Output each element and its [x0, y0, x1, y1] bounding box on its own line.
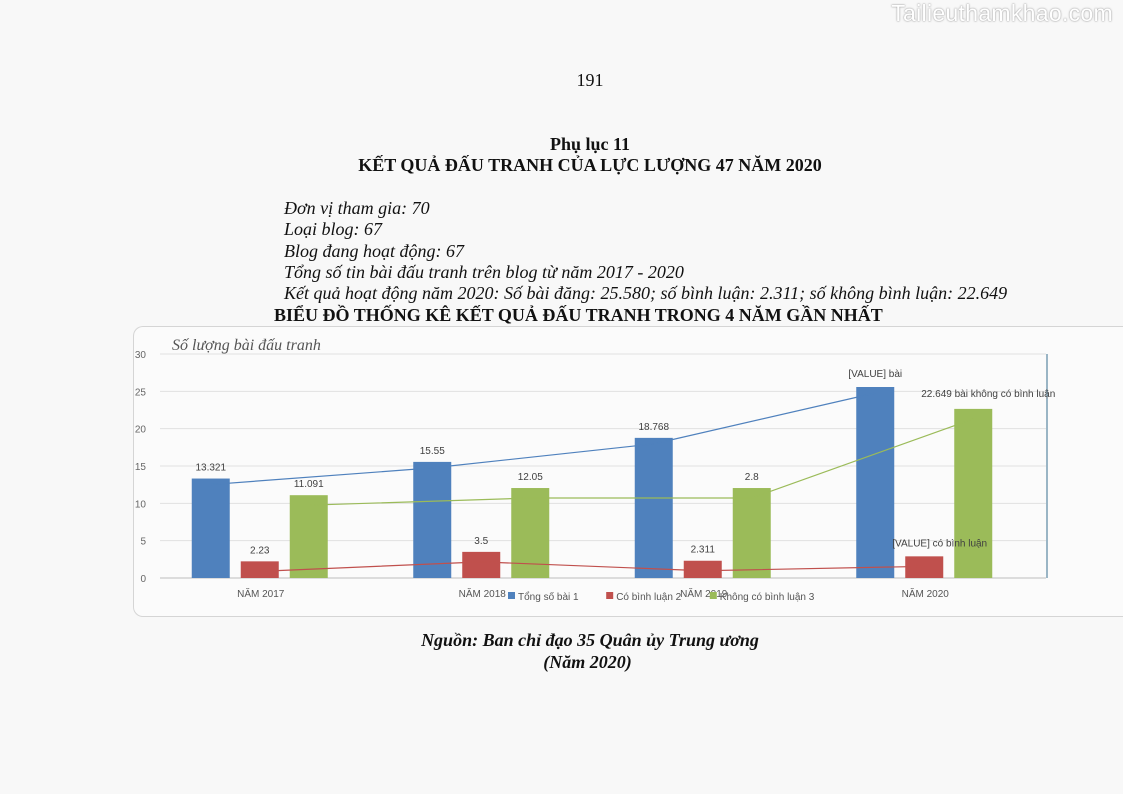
y-tick-label: 0 — [140, 574, 146, 585]
x-tick-label: NĂM 2020 — [902, 587, 950, 600]
bar — [462, 551, 501, 578]
bar-chart: Số lượng bài đấu tranh 0 5 10 15 20 25 30 NĂM 20… — [135, 337, 1055, 603]
data-label: [VALUE] bài — [848, 369, 902, 380]
data-label: 18.768 — [638, 422, 669, 433]
chart-heading: BIỂU ĐỒ THỐNG KÊ KẾT QUẢ ĐẤU TRANH TRONG… — [274, 305, 883, 325]
data-label: 11.091 — [294, 479, 324, 490]
y-tick-label: 5 — [140, 537, 146, 548]
bar — [732, 488, 771, 578]
watermark: Tailieuthamkhao.com — [891, 0, 1113, 26]
bar — [634, 437, 673, 578]
main-title: KẾT QUẢ ĐẤU TRANH CỦA LỰC LƯỢNG 47 NĂM 2… — [358, 155, 822, 175]
x-tick-label: NĂM 2018 — [459, 587, 507, 600]
x-tick-label: NĂM 2017 — [237, 587, 285, 600]
bar — [954, 408, 993, 578]
source-year: (Năm 2020) — [543, 652, 632, 672]
legend-label: Tổng số bài 1 — [518, 591, 579, 603]
bar — [289, 495, 328, 578]
page-number: 191 — [576, 70, 604, 90]
legend-swatch — [606, 592, 614, 599]
data-label: 12.05 — [518, 472, 543, 483]
info-line: Kết quả hoạt động năm 2020: Số bài đăng:… — [284, 283, 1008, 304]
info-list: Đơn vị tham gia: 70 Loại blog: 67 Blog đ… — [284, 198, 1007, 304]
data-label: 2.8 — [745, 472, 759, 483]
y-tick-label: 15 — [135, 462, 147, 473]
data-label: 15.55 — [420, 446, 445, 457]
bar — [240, 561, 279, 578]
appendix-title: Phụ lục 11 — [549, 134, 631, 154]
bar — [413, 461, 452, 578]
chart-title: Số lượng bài đấu tranh — [172, 337, 321, 354]
trend-line — [259, 561, 925, 572]
data-label: 22.649 bài không có bình luận — [921, 389, 1055, 400]
bar — [856, 387, 895, 578]
info-line: Loại blog: 67 — [284, 219, 383, 240]
legend-label: Không có bình luận 3 — [720, 592, 815, 603]
source-note: Nguồn: Ban chỉ đạo 35 Quân ủy Trung ương — [421, 630, 759, 650]
legend-swatch — [709, 592, 717, 599]
data-label: 13.321 — [195, 463, 226, 474]
data-label: 2.311 — [691, 545, 716, 556]
trend-line — [308, 418, 974, 506]
y-tick-label: 25 — [135, 387, 147, 398]
bar — [683, 560, 722, 578]
info-line: Đơn vị tham gia: 70 — [284, 198, 430, 218]
info-line: Tổng số tin bài đấu tranh trên blog từ n… — [284, 261, 684, 282]
bar — [191, 478, 230, 578]
trend-line — [210, 392, 876, 486]
y-tick-label: 20 — [135, 425, 147, 436]
y-tick-label: 30 — [135, 350, 147, 361]
data-label: 3.5 — [474, 536, 488, 547]
legend-swatch — [508, 592, 515, 599]
bar — [905, 556, 944, 578]
legend-label: Có bình luận 2 — [616, 592, 681, 603]
y-tick-label: 10 — [135, 499, 147, 510]
data-label: [VALUE] có bình luận — [892, 538, 987, 549]
data-label: 2.23 — [250, 545, 270, 556]
info-line: Blog đang hoạt động: 67 — [284, 240, 464, 261]
